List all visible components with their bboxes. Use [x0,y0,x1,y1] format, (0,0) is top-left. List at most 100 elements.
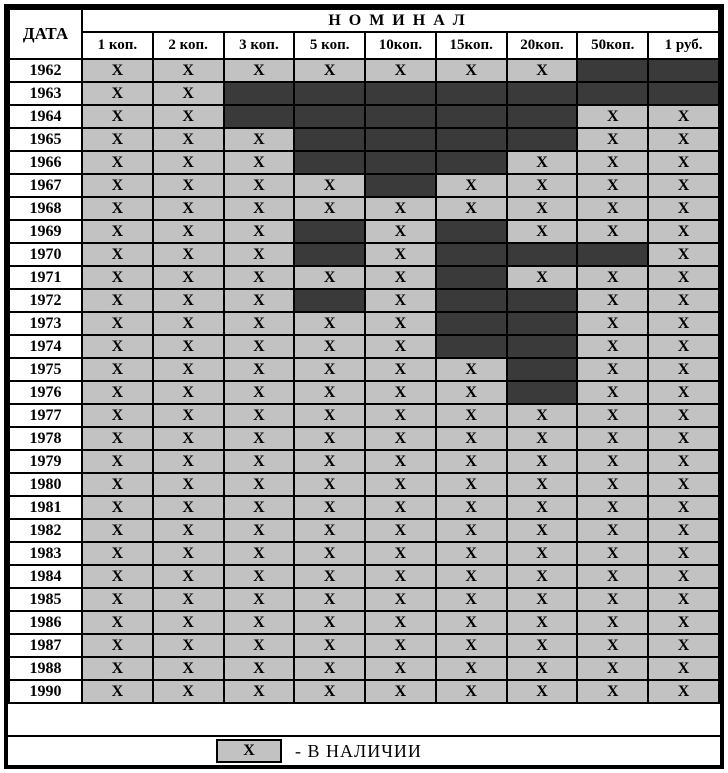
available-cell: X [222,472,296,497]
table-row: 1988 X X X X X X X X X [8,656,720,681]
available-cell: X [647,610,720,635]
available-cell: X [364,403,437,428]
available-cell: X [151,127,225,152]
available-cell: X [222,587,296,612]
available-cell: X [81,265,154,290]
not-available-cell [434,242,508,267]
available-cell: X [222,173,296,198]
available-cell: X [364,541,437,566]
not-available-cell [434,127,508,152]
not-available-cell [293,242,367,267]
available-cell: X [505,403,579,428]
available-cell: X [576,265,650,290]
available-cell: X [151,104,225,129]
available-cell: X [151,380,225,405]
available-cell: X [81,449,154,474]
available-cell: X [576,403,650,428]
year-cell: 1984 [8,564,83,589]
available-cell: X [647,242,720,267]
available-cell: X [505,150,579,175]
available-cell: X [293,587,367,612]
available-cell: X [576,495,650,520]
available-cell: X [293,564,367,589]
available-cell: X [151,610,225,635]
available-cell: X [434,173,508,198]
table-row: 1963 X X [8,81,720,106]
available-cell: X [647,288,720,313]
available-cell: X [505,265,579,290]
available-cell: X [81,357,154,382]
available-cell: X [364,334,437,359]
table-row: 1981 X X X X X X X X X [8,495,720,520]
not-available-cell [434,288,508,313]
available-cell: X [151,633,225,658]
legend-label: - В НАЛИЧИИ [295,740,422,761]
available-cell: X [222,541,296,566]
available-cell: X [647,426,720,451]
not-available-cell [222,81,296,106]
available-cell: X [151,564,225,589]
available-cell: X [576,219,650,244]
available-cell: X [647,311,720,336]
available-cell: X [222,610,296,635]
year-cell: 1975 [8,357,83,382]
available-cell: X [293,518,367,543]
column-header: 20коп. [505,31,579,60]
table-row: 1976 X X X X X X X X [8,380,720,405]
available-cell: X [293,357,367,382]
available-cell: X [647,403,720,428]
available-cell: X [293,380,367,405]
year-cell: 1977 [8,403,83,428]
available-cell: X [293,334,367,359]
year-cell: 1987 [8,633,83,658]
available-cell: X [647,679,720,704]
column-header: 1 руб. [647,31,720,60]
available-cell: X [81,104,154,129]
available-cell: X [364,679,437,704]
table-row: 1983 X X X X X X X X X [8,541,720,566]
available-cell: X [364,495,437,520]
group-header-row: ДАТА НОМИНАЛ [8,8,720,60]
table-row: 1973 X X X X X X X [8,311,720,336]
available-cell: X [151,81,225,106]
available-cell: X [222,288,296,313]
available-cell: X [151,656,225,681]
available-cell: X [364,656,437,681]
available-cell: X [151,403,225,428]
not-available-cell [434,334,508,359]
available-cell: X [151,587,225,612]
year-cell: 1986 [8,610,83,635]
not-available-cell [505,288,579,313]
available-cell: X [81,426,154,451]
available-cell: X [434,633,508,658]
column-header: 10коп. [364,31,437,60]
available-cell: X [222,495,296,520]
available-cell: X [434,403,508,428]
available-cell: X [364,265,437,290]
spacer-row [8,704,720,735]
available-cell: X [434,449,508,474]
not-available-cell [364,150,437,175]
available-cell: X [293,426,367,451]
not-available-cell [434,104,508,129]
not-available-cell [364,104,437,129]
available-cell: X [647,219,720,244]
available-cell: X [222,150,296,175]
available-cell: X [576,472,650,497]
available-cell: X [151,242,225,267]
available-cell: X [364,242,437,267]
available-cell: X [647,564,720,589]
available-cell: X [151,541,225,566]
available-cell: X [293,610,367,635]
column-header: 2 коп. [151,31,225,60]
available-cell: X [293,633,367,658]
available-cell: X [151,334,225,359]
table-row: 1977 X X X X X X X X X [8,403,720,428]
available-cell: X [647,127,720,152]
available-cell: X [293,196,367,221]
available-cell: X [647,173,720,198]
available-cell: X [81,403,154,428]
available-cell: X [81,242,154,267]
available-cell: X [222,58,296,83]
not-available-cell [434,265,508,290]
